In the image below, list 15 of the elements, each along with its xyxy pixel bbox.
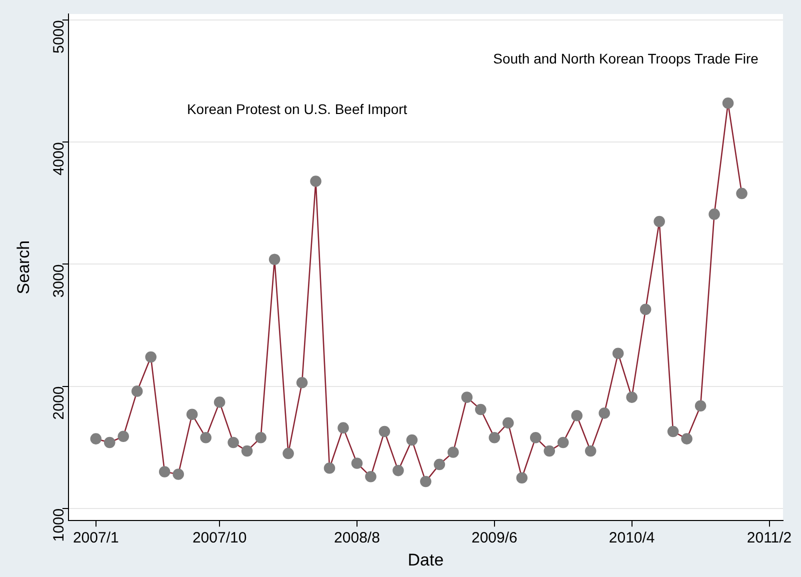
y-axis-title: Search bbox=[14, 240, 33, 294]
y-tick-label: 3000 bbox=[50, 264, 68, 298]
x-tick-label: 2007/10 bbox=[192, 530, 247, 547]
x-tick-label: 2008/8 bbox=[334, 530, 380, 547]
annotation: Korean Protest on U.S. Beef Import bbox=[186, 101, 408, 118]
x-tick-label: 2010/4 bbox=[608, 530, 655, 547]
annotation: South and North Korean Troops Trade Fire bbox=[493, 50, 759, 66]
x-tick-label: 2011/2 bbox=[746, 530, 792, 547]
y-tick-label: 5000 bbox=[50, 20, 68, 54]
y-tick-label: 1000 bbox=[50, 508, 68, 542]
x-tick-label: 2007/1 bbox=[72, 530, 119, 547]
x-tick-label: 2009/6 bbox=[471, 530, 518, 547]
x-axis-title: Date bbox=[408, 550, 444, 570]
y-tick-label: 2000 bbox=[50, 386, 68, 420]
y-tick-label: 4000 bbox=[50, 142, 68, 176]
